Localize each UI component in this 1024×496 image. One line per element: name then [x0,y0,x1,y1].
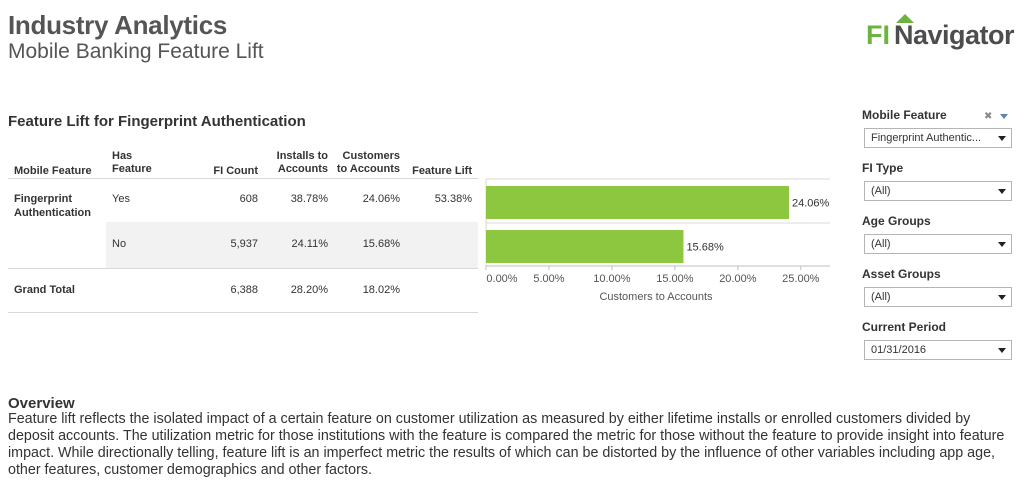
select-value: 01/31/2016 [871,344,927,356]
overview-title: Overview [8,395,75,412]
filter-label: Asset Groups [862,267,941,281]
header-customers-to-accounts: Customers to Accounts [336,150,400,175]
table-bottom-divider [8,312,478,313]
fi-count-cell: 5,937 [230,238,258,250]
header-has-feature: Has Feature [112,150,152,175]
select-value: (All) [871,238,891,250]
lift-cell: 53.38% [434,193,472,205]
chevron-down-icon [998,242,1006,247]
select-value: (All) [871,185,891,197]
header-divider [8,178,478,179]
logo-navigator-text: Navigator [894,20,1015,50]
has-feature-cell: No [112,238,127,250]
x-tick-label: 0.00% [486,273,517,285]
customers-to-accounts-chart: 24.06% 15.68% 0.00% 5.00% 10.00% 15.00% 20.00%… [484,178,830,308]
customers-cell: 15.68% [362,238,400,250]
x-tick-label: 10.00% [593,273,631,285]
feature-name-cell: Fingerprint Authentication [14,193,91,219]
fi-type-select[interactable]: (All) [864,181,1012,201]
age-groups-select[interactable]: (All) [864,234,1012,254]
bar-chart-svg: 24.06% 15.68% 0.00% 5.00% 10.00% 15.00% 20.00%… [485,178,830,303]
current-period-select[interactable]: 01/31/2016 [864,340,1012,360]
bar-data-label: 15.68% [686,242,724,254]
overview-text: Feature lift reflects the isolated impac… [8,411,1005,478]
header-feature-lift: Feature Lift [412,165,472,177]
total-divider [8,268,478,269]
chevron-down-icon [998,295,1006,300]
customers-cell: 24.06% [362,193,400,205]
total-customers-cell: 18.02% [362,284,400,296]
installs-cell: 38.78% [290,193,328,205]
has-feature-cell: Yes [112,193,130,205]
select-value: (All) [871,291,891,303]
select-value: Fingerprint Authentic... [871,132,982,144]
row-band [106,222,478,268]
filter-label: Mobile Feature [862,108,947,122]
mobile-feature-select[interactable]: Fingerprint Authentic... [864,128,1012,148]
page-title: Industry Analytics [8,10,228,40]
asset-groups-select[interactable]: (All) [864,287,1012,307]
chevron-down-icon [998,189,1006,194]
chevron-down-icon [998,348,1006,353]
installs-cell: 24.11% [291,238,329,250]
header-mobile-feature: Mobile Feature [14,165,92,177]
dropdown-menu-icon[interactable] [1000,114,1008,119]
fi-count-cell: 608 [239,193,258,205]
logo-fi-text: FI [866,20,890,50]
header-installs-to-accounts: Installs to Accounts [276,150,328,175]
chevron-down-icon [998,136,1006,141]
page-subtitle: Mobile Banking Feature Lift [8,40,264,63]
clear-filter-icon[interactable]: ✖ [984,111,993,122]
bar-data-label: 24.06% [792,198,830,210]
logo-roof-icon [896,14,914,23]
total-installs-cell: 28.20% [290,284,328,296]
bar-yes [486,186,789,219]
x-axis-title: Customers to Accounts [599,291,713,303]
grand-total-label: Grand Total [14,284,75,296]
bar-no [486,230,684,263]
filter-label: FI Type [862,161,904,175]
x-tick-label: 15.00% [656,273,694,285]
filter-label: Current Period [862,320,947,334]
x-tick-label: 25.00% [782,273,820,285]
x-tick-label: 20.00% [719,273,757,285]
header-fi-count: FI Count [213,165,258,177]
section-title: Feature Lift for Fingerprint Authenticat… [8,113,306,130]
x-tick-label: 5.00% [533,273,564,285]
filter-label: Age Groups [862,214,931,228]
total-fi-count-cell: 6,388 [230,284,258,296]
